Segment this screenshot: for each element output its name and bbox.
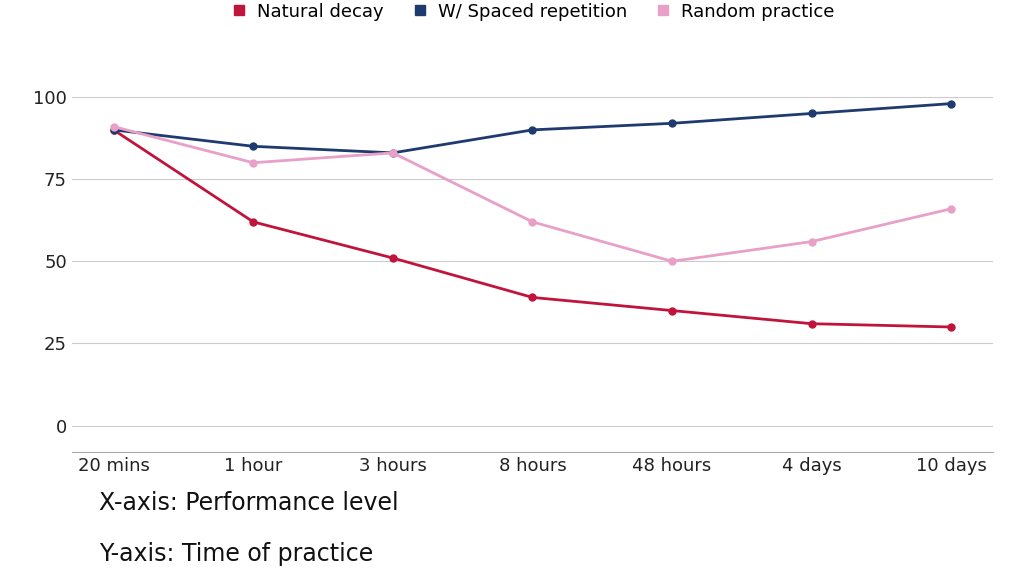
Legend: Natural decay, W/ Spaced repetition, Random practice: Natural decay, W/ Spaced repetition, Ran… (223, 0, 842, 28)
Natural decay (526, 294, 539, 301)
Line: Natural decay: Natural decay (111, 126, 954, 331)
W/ Spaced repetition (806, 110, 818, 117)
Random practice (806, 238, 818, 245)
W/ Spaced repetition (108, 126, 120, 133)
W/ Spaced repetition (945, 100, 957, 107)
Random practice (945, 205, 957, 212)
Natural decay (945, 324, 957, 331)
Natural decay (387, 255, 399, 262)
Random practice (526, 218, 539, 225)
Random practice (247, 160, 259, 166)
Text: X-axis: Performance level: X-axis: Performance level (99, 491, 399, 516)
W/ Spaced repetition (387, 149, 399, 156)
Natural decay (108, 126, 120, 133)
Random practice (108, 123, 120, 130)
W/ Spaced repetition (666, 120, 678, 127)
Line: W/ Spaced repetition: W/ Spaced repetition (111, 100, 954, 156)
Natural decay (666, 307, 678, 314)
Natural decay (247, 218, 259, 225)
Line: Random practice: Random practice (111, 123, 954, 265)
W/ Spaced repetition (247, 143, 259, 150)
W/ Spaced repetition (526, 126, 539, 133)
Text: Y-axis: Time of practice: Y-axis: Time of practice (99, 542, 374, 566)
Random practice (387, 149, 399, 156)
Natural decay (806, 320, 818, 327)
Random practice (666, 258, 678, 265)
